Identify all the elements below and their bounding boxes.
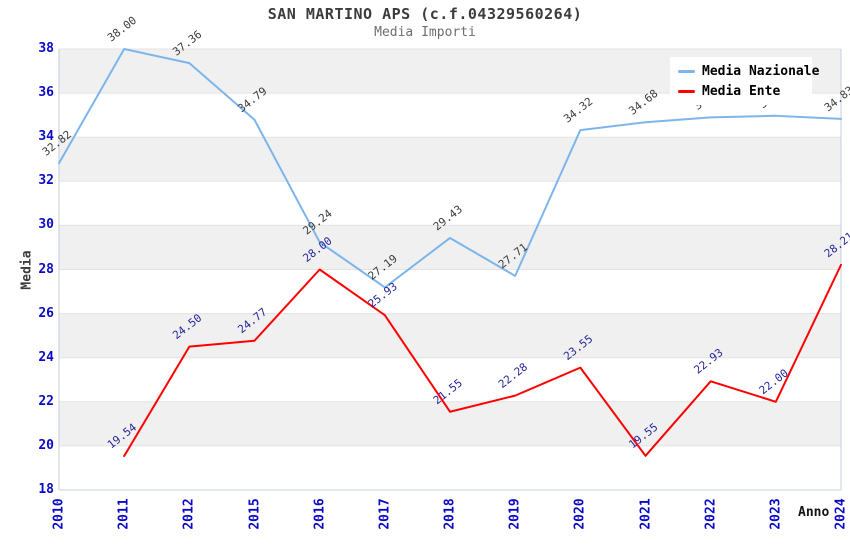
x-tick-label: 2018 [442, 498, 458, 530]
y-tick-label: 36 [38, 85, 54, 101]
grid-band [59, 401, 841, 446]
y-tick-label: 38 [38, 41, 54, 56]
y-tick-label: 18 [38, 482, 54, 497]
x-tick-label: 2019 [507, 498, 523, 530]
x-tick-label: 2021 [638, 498, 653, 530]
legend-label-media-nazionale: Media Nazionale [702, 63, 820, 79]
x-tick-label: 2012 [181, 498, 197, 530]
chart-subtitle: Media Importi [374, 25, 476, 40]
chart-title: SAN MARTINO APS (c.f.04329560264) [267, 5, 583, 23]
legend-label-media-ente: Media Ente [702, 83, 781, 99]
y-tick-label: 24 [38, 349, 54, 365]
data-label: 22.28 [496, 360, 530, 391]
y-tick-label: 34 [38, 129, 54, 145]
grid-band [59, 137, 841, 182]
legend-line-sample-ente-icon [678, 89, 695, 93]
legend-item-media-ente: Media Ente [678, 81, 812, 101]
x-tick-label: 2015 [247, 498, 262, 530]
data-label: 38.00 [105, 14, 139, 45]
x-tick-label: 2020 [572, 498, 588, 530]
x-tick-label: 2022 [703, 498, 719, 530]
legend-line-sample-nazionale-icon [678, 69, 695, 73]
y-tick-label: 32 [38, 173, 54, 189]
y-tick-label: 30 [38, 217, 54, 233]
x-tick-label: 2010 [51, 498, 67, 530]
x-tick-label: 2023 [768, 498, 784, 530]
data-label: 25.93 [366, 280, 400, 311]
y-tick-label: 26 [38, 305, 54, 321]
legend: Media Nazionale Media Ente [670, 57, 819, 105]
y-tick-label: 28 [38, 261, 54, 277]
data-label: 34.32 [561, 95, 595, 126]
legend-item-media-nazionale: Media Nazionale [678, 61, 819, 81]
x-tick-label: 2011 [116, 498, 132, 530]
series-line-media-nazionale [58, 48, 842, 289]
y-tick-label: 20 [38, 437, 54, 453]
x-tick-label: 2024 [833, 498, 849, 530]
grid-band [59, 225, 841, 270]
y-tick-label: 22 [38, 393, 54, 409]
series-line-media-ente [123, 263, 842, 458]
grid-band [59, 313, 841, 358]
x-axis-title: Anno [798, 505, 830, 520]
x-tick-label: 2016 [312, 498, 328, 530]
x-tick-label: 2017 [377, 498, 393, 530]
